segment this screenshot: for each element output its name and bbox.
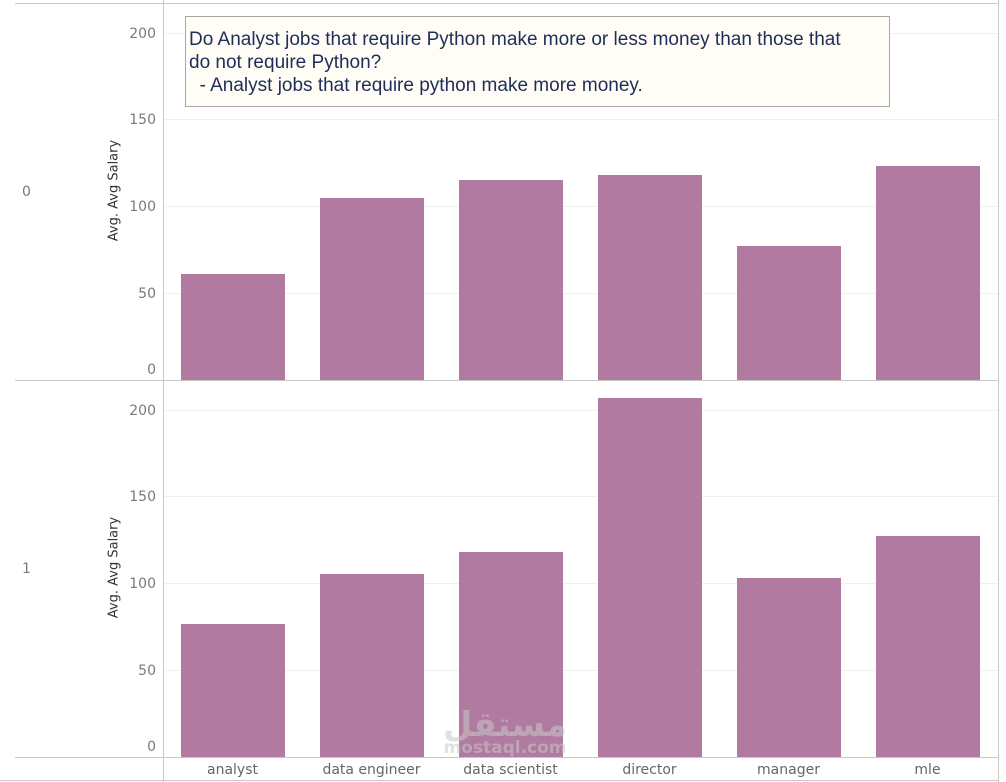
bar-data-scientist[interactable] (459, 180, 563, 380)
bottom-border (0, 780, 998, 781)
y-axis-line (163, 0, 164, 782)
y-tick: 50 (138, 663, 156, 679)
bar-manager[interactable] (737, 578, 841, 757)
bar-mle[interactable] (876, 166, 980, 380)
bar-analyst[interactable] (181, 274, 285, 380)
x-label-director: director (622, 762, 677, 778)
annotation-box: Do Analyst jobs that require Python make… (185, 16, 890, 107)
y-axis-title: Avg. Avg Salary (106, 516, 122, 619)
x-label-data-scientist: data scientist (463, 762, 558, 778)
bar-analyst[interactable] (181, 624, 285, 757)
right-border (998, 0, 999, 782)
y-tick: 100 (129, 576, 156, 592)
x-label-mle: mle (914, 762, 941, 778)
gridline-100 (164, 206, 998, 207)
bar-data-engineer[interactable] (320, 198, 424, 380)
y-axis-title: Avg. Avg Salary (106, 139, 122, 242)
y-tick: 0 (147, 739, 156, 755)
y-tick: 100 (129, 199, 156, 215)
panel-divider (15, 380, 998, 381)
y-tick: 200 (129, 26, 156, 42)
bottom-axis-line (15, 757, 998, 758)
bar-data-engineer[interactable] (320, 574, 424, 757)
bar-director[interactable] (598, 175, 702, 380)
row-label: 0 (22, 184, 31, 200)
watermark-arabic: مستقل (442, 705, 568, 745)
watermark-latin: mostaql.com (443, 738, 567, 758)
gridline-150 (164, 496, 998, 497)
y-tick: 50 (138, 286, 156, 302)
gridline-50 (164, 670, 998, 671)
x-label-manager: manager (757, 762, 820, 778)
row-label: 1 (22, 561, 31, 577)
y-tick: 200 (129, 403, 156, 419)
y-tick: 150 (129, 112, 156, 128)
gridline-200 (164, 410, 998, 411)
bar-manager[interactable] (737, 246, 841, 380)
gridline-50 (164, 293, 998, 294)
gridline-150 (164, 119, 998, 120)
bar-data-scientist[interactable] (459, 552, 563, 757)
watermark: مستقل mostaql.com (440, 705, 570, 758)
y-tick: 0 (147, 362, 156, 378)
top-border (15, 3, 998, 4)
y-tick: 150 (129, 489, 156, 505)
gridline-100 (164, 583, 998, 584)
x-label-data-engineer: data engineer (322, 762, 421, 778)
bar-director[interactable] (598, 398, 702, 757)
x-label-analyst: analyst (207, 762, 258, 778)
bar-mle[interactable] (876, 536, 980, 757)
